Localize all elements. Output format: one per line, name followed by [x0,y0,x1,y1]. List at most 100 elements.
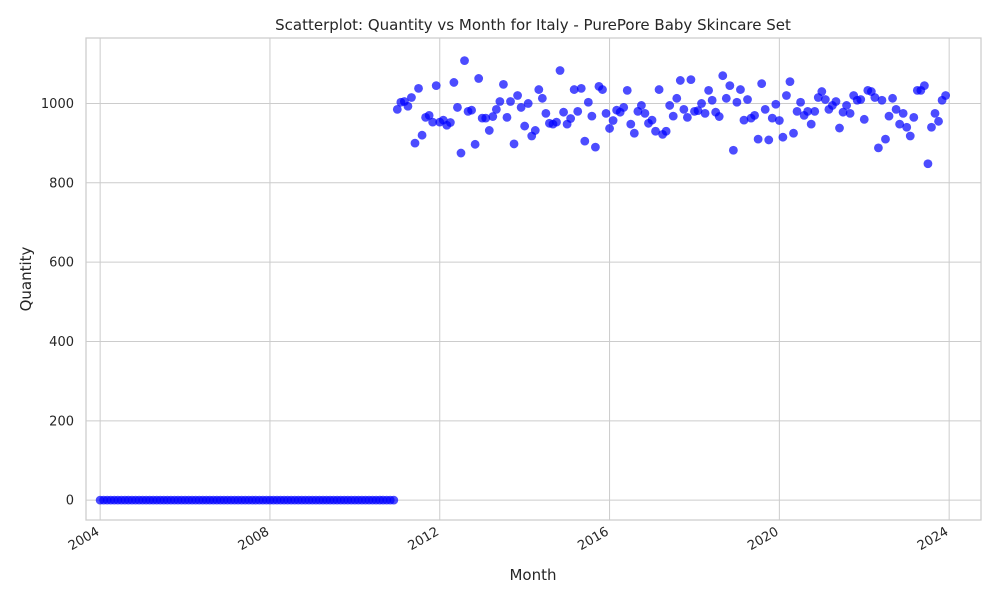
data-point [920,81,929,90]
data-point [598,85,607,94]
data-point [898,108,908,118]
data-point [792,106,802,116]
y-tick-label: 1000 [41,97,74,112]
data-point [902,122,912,132]
data-point [651,126,660,136]
data-point [488,112,498,121]
data-point [718,71,728,81]
data-point [654,85,664,94]
data-point [626,119,636,129]
data-point [424,110,434,120]
data-point [629,128,639,138]
data-point [874,143,883,153]
y-tick-label: 200 [49,414,74,429]
data-point [537,93,547,103]
data-point [672,93,682,103]
data-point [806,119,816,129]
data-point [647,115,657,125]
data-point [453,103,462,112]
data-point [891,105,901,114]
data-point [835,123,844,133]
data-point [700,108,710,118]
data-point [930,108,940,118]
data-point [707,95,717,105]
data-point [739,115,749,125]
data-point [743,95,752,104]
data-point [622,85,632,95]
data-point [534,85,544,94]
data-point [905,131,915,141]
data-point [428,117,438,127]
data-point [619,103,629,112]
data-point [601,108,611,118]
data-point [481,113,491,123]
data-point [410,138,420,148]
data-point [750,110,759,120]
data-point [495,97,505,106]
data-point [845,108,855,118]
data-point [523,99,533,108]
data-point [403,101,413,111]
data-point [817,87,827,96]
data-point [838,107,848,117]
data-point [552,117,561,127]
data-point [583,97,593,107]
data-point [513,91,522,100]
data-point [573,106,583,116]
y-tick-label: 600 [49,256,74,271]
data-point [693,106,703,115]
data-point [530,126,540,135]
data-point [725,81,735,90]
data-point [803,106,813,116]
data-point [559,107,568,117]
data-point [785,77,795,87]
data-point [467,105,476,115]
data-point [927,122,936,132]
data-point [555,66,565,75]
data-point [491,105,501,114]
data-point [859,114,869,124]
data-point [587,111,597,121]
data-point [934,116,943,126]
data-point [877,95,887,105]
data-point [569,85,579,94]
plot-area [85,37,982,521]
data-point [728,145,738,155]
data-point [682,112,692,122]
data-point [842,101,851,110]
data-point [566,114,576,123]
data-point [774,116,784,125]
data-point [668,111,678,121]
data-point [580,136,590,146]
data-point [757,79,767,89]
data-point [502,112,512,122]
data-point [764,135,774,145]
data-point [392,105,402,114]
data-point [456,148,466,158]
data-point [820,95,830,104]
data-point [810,106,820,116]
chart-title: Scatterplot: Quantity vs Month for Italy… [275,16,791,34]
data-point [909,112,919,122]
data-point [895,119,905,129]
y-tick-labels: 0 200 400 600 800 1000 [41,97,74,509]
data-point [407,93,416,102]
data-point [679,105,689,114]
data-point [771,99,781,109]
y-tick-label: 800 [49,176,74,191]
data-point [870,93,880,102]
data-point [782,91,791,100]
data-point [778,132,788,142]
data-point [721,93,731,103]
data-point [591,142,600,152]
data-point [417,130,427,140]
data-point [941,91,951,100]
data-point [516,103,526,112]
data-point [714,112,724,121]
data-point [767,113,777,123]
data-point [675,76,685,85]
data-point [760,105,770,114]
data-point [474,74,484,83]
data-point [637,101,646,110]
